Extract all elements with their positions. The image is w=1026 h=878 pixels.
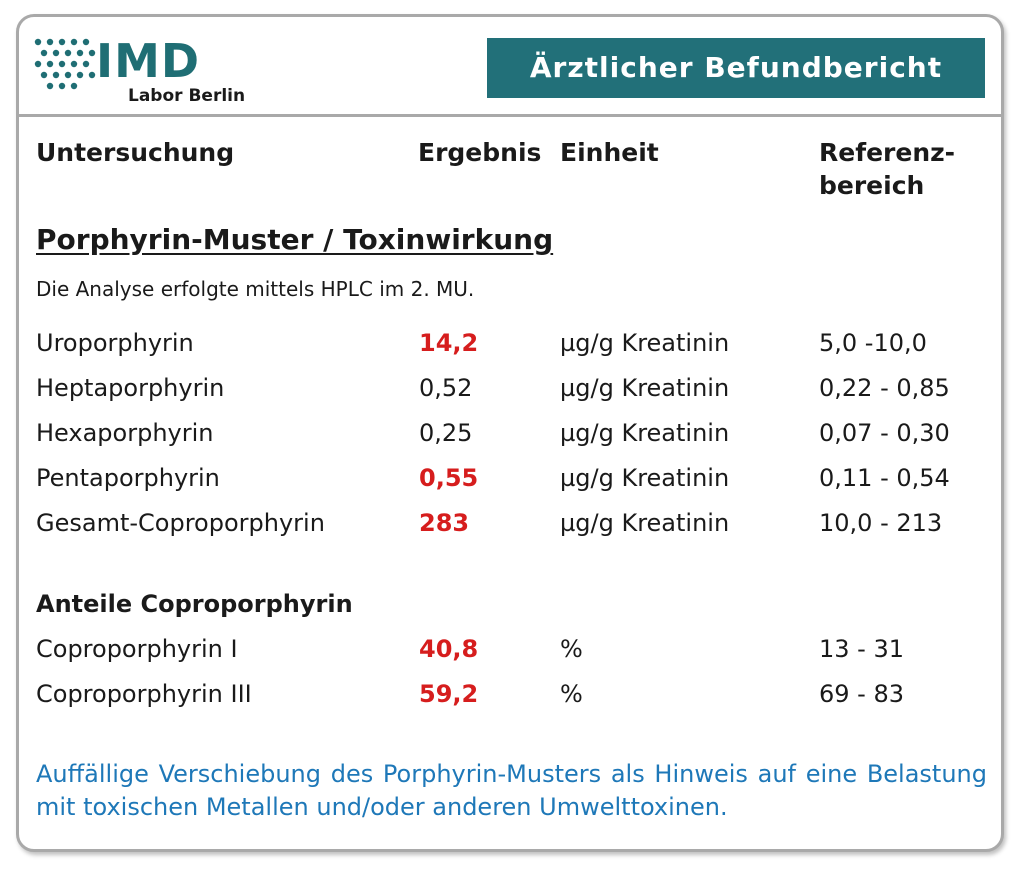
logo-name: IMD [96, 34, 201, 88]
column-header-reference-line2: bereich [819, 171, 925, 200]
row-result-value: 0,25 [419, 419, 473, 447]
row-unit: % [560, 680, 583, 708]
header-divider [17, 114, 1003, 117]
row-unit: µg/g Kreatinin [560, 464, 730, 492]
row-reference: 10,0 - 213 [819, 509, 943, 537]
row-reference: 13 - 31 [819, 635, 904, 663]
column-header-result: Ergebnis [418, 138, 542, 167]
table-row: Pentaporphyrin 0,55 µg/g Kreatinin 0,11 … [0, 458, 1026, 498]
table-row: Gesamt-Coproporphyrin 283 µg/g Kreatinin… [0, 503, 1026, 543]
row-result-value: 283 [419, 509, 470, 537]
row-reference: 5,0 -10,0 [819, 329, 927, 357]
subsection-title: Anteile Coproporphyrin [36, 590, 353, 618]
row-test-name: Coproporphyrin I [36, 635, 238, 663]
table-row: Coproporphyrin III 59,2 % 69 - 83 [0, 674, 1026, 714]
row-result-value: 14,2 [419, 329, 479, 357]
row-reference: 69 - 83 [819, 680, 904, 708]
section-title: Porphyrin-Muster / Toxinwirkung [36, 223, 554, 256]
row-unit: µg/g Kreatinin [560, 329, 730, 357]
column-header-reference: Referenz- bereich [819, 136, 955, 202]
report-title-banner: Ärztlicher Befundbericht [487, 38, 985, 98]
row-test-name: Heptaporphyrin [36, 374, 225, 402]
row-test-name: Hexaporphyrin [36, 419, 214, 447]
row-result-value: 0,52 [419, 374, 473, 402]
column-header-reference-line1: Referenz- [819, 138, 956, 167]
imd-logo-dots-icon [34, 38, 96, 90]
row-unit: µg/g Kreatinin [560, 509, 730, 537]
row-reference: 0,22 - 0,85 [819, 374, 950, 402]
row-unit: µg/g Kreatinin [560, 419, 730, 447]
method-note: Die Analyse erfolgte mittels HPLC im 2. … [36, 277, 475, 301]
row-unit: µg/g Kreatinin [560, 374, 730, 402]
report-card [16, 14, 1004, 852]
row-test-name: Pentaporphyrin [36, 464, 220, 492]
row-reference: 0,11 - 0,54 [819, 464, 950, 492]
table-row: Heptaporphyrin 0,52 µg/g Kreatinin 0,22 … [0, 368, 1026, 408]
row-test-name: Coproporphyrin III [36, 680, 252, 708]
table-row: Hexaporphyrin 0,25 µg/g Kreatinin 0,07 -… [0, 413, 1026, 453]
row-test-name: Uroporphyrin [36, 329, 194, 357]
row-result-value: 0,55 [419, 464, 479, 492]
row-test-name: Gesamt-Coproporphyrin [36, 509, 325, 537]
row-unit: % [560, 635, 583, 663]
logo-subtitle: Labor Berlin [128, 86, 246, 106]
table-row: Coproporphyrin I 40,8 % 13 - 31 [0, 629, 1026, 669]
table-row: Uroporphyrin 14,2 µg/g Kreatinin 5,0 -10… [0, 323, 1026, 363]
column-header-test: Untersuchung [36, 138, 235, 167]
row-result-value: 40,8 [419, 635, 479, 663]
column-header-unit: Einheit [560, 138, 659, 167]
row-reference: 0,07 - 0,30 [819, 419, 950, 447]
interpretation-note: Auffällige Verschiebung des Porphyrin-Mu… [36, 760, 987, 821]
row-result-value: 59,2 [419, 680, 479, 708]
